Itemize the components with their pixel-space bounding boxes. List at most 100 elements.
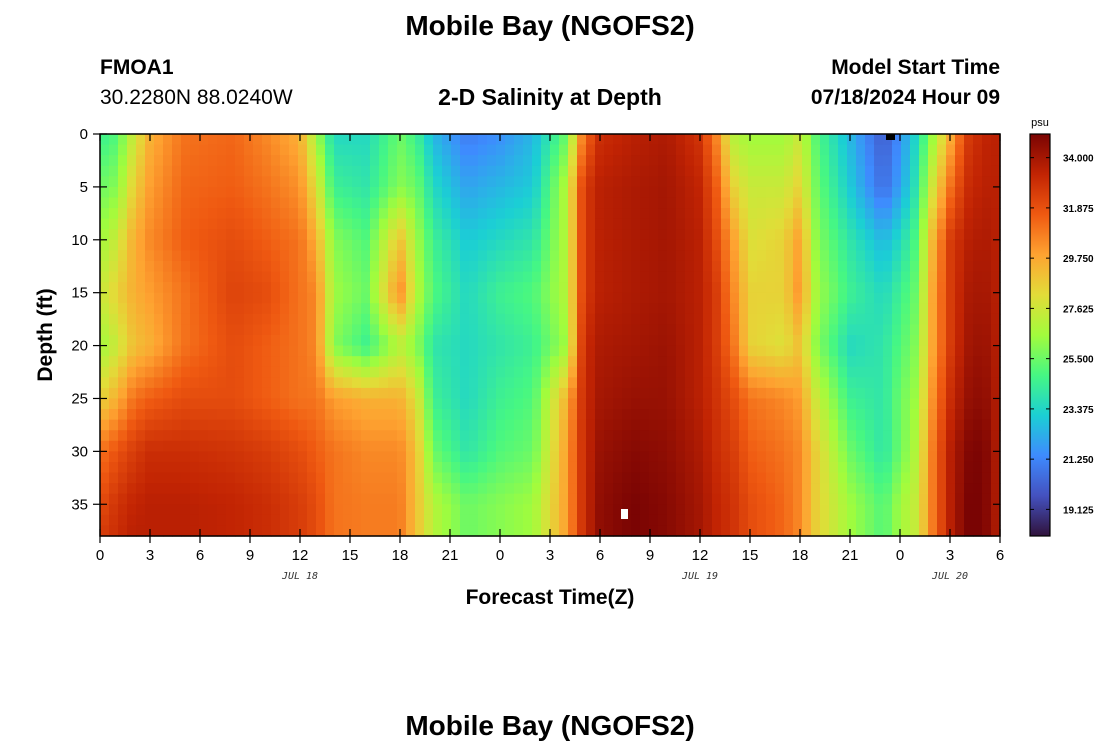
heatmap-cell	[712, 229, 722, 241]
heatmap-cell	[721, 144, 731, 156]
heatmap-cell	[217, 282, 227, 294]
heatmap-cell	[280, 525, 290, 537]
heatmap-cell	[973, 165, 983, 177]
heatmap-cell	[847, 430, 857, 442]
heatmap-cell	[406, 451, 416, 463]
heatmap-cell	[955, 483, 965, 495]
heatmap-cell	[118, 525, 128, 537]
heatmap-cell	[892, 377, 902, 389]
heatmap-cell	[433, 282, 443, 294]
heatmap-cell	[910, 430, 920, 442]
heatmap-cell	[982, 356, 992, 368]
heatmap-cell	[496, 461, 506, 474]
heatmap-cell	[118, 260, 128, 273]
heatmap-cell	[316, 514, 326, 527]
heatmap-cell	[721, 451, 731, 463]
heatmap-cell	[181, 134, 191, 146]
heatmap-cell	[577, 218, 587, 230]
heatmap-cell	[505, 144, 515, 156]
heatmap-cell	[370, 271, 380, 283]
heatmap-cell	[478, 377, 488, 389]
heatmap-cell	[874, 260, 884, 273]
heatmap-cell	[658, 525, 668, 537]
heatmap-cell	[199, 409, 209, 421]
heatmap-cell	[127, 461, 137, 474]
heatmap-cell	[604, 282, 614, 294]
heatmap-cell	[568, 250, 578, 262]
heatmap-cell	[901, 493, 911, 505]
heatmap-cell	[442, 461, 452, 474]
heatmap-cell	[388, 430, 398, 442]
heatmap-cell	[325, 239, 335, 251]
heatmap-cell	[199, 186, 209, 199]
heatmap-cell	[361, 398, 371, 410]
heatmap-cell	[712, 493, 722, 505]
heatmap-cell	[388, 292, 398, 304]
heatmap-cell	[757, 366, 767, 378]
heatmap-cell	[280, 250, 290, 262]
heatmap-cell	[388, 250, 398, 262]
heatmap-cell	[550, 155, 560, 167]
heatmap-cell	[640, 282, 650, 294]
heatmap-cell	[883, 472, 893, 484]
heatmap-cell	[163, 345, 173, 357]
missing-data-marker	[621, 509, 628, 519]
colorbar-tick-label: 25.500	[1063, 355, 1094, 366]
heatmap-cell	[478, 461, 488, 474]
heatmap-cell	[631, 483, 641, 495]
heatmap-cell	[586, 134, 596, 146]
heatmap-cell	[964, 303, 974, 315]
heatmap-cell	[568, 356, 578, 368]
heatmap-cell	[703, 366, 713, 378]
heatmap-cell	[307, 155, 317, 167]
heatmap-cell	[235, 239, 245, 251]
heatmap-cell	[748, 356, 758, 368]
heatmap-cell	[352, 218, 362, 230]
heatmap-cell	[991, 197, 1001, 209]
heatmap-cell	[784, 387, 794, 400]
heatmap-cell	[424, 345, 434, 357]
heatmap-cell	[982, 271, 992, 283]
heatmap-cell	[496, 165, 506, 177]
heatmap-cell	[622, 483, 632, 495]
heatmap-cell	[982, 451, 992, 463]
heatmap-cell	[856, 472, 866, 484]
heatmap-cell	[109, 472, 119, 484]
heatmap-cell	[307, 239, 317, 251]
heatmap-cell	[640, 176, 650, 188]
heatmap-cell	[460, 493, 470, 505]
heatmap-cell	[289, 356, 299, 368]
heatmap-cell	[397, 504, 407, 516]
date-label: JUL 20	[931, 571, 968, 582]
heatmap-cell	[928, 165, 938, 177]
heatmap-cell	[793, 239, 803, 251]
heatmap-cell	[604, 144, 614, 156]
heatmap-cell	[676, 250, 686, 262]
heatmap-cell	[883, 451, 893, 463]
heatmap-cell	[334, 345, 344, 357]
heatmap-cell	[892, 303, 902, 315]
heatmap-cell	[703, 461, 713, 474]
heatmap-cell	[100, 387, 110, 400]
heatmap-cell	[991, 176, 1001, 188]
heatmap-cell	[703, 218, 713, 230]
heatmap-cell	[136, 514, 146, 527]
heatmap-cell	[235, 356, 245, 368]
heatmap-cell	[127, 313, 137, 326]
heatmap-cell	[217, 208, 227, 220]
heatmap-cell	[721, 260, 731, 273]
heatmap-cell	[262, 440, 272, 452]
heatmap-cell	[523, 271, 533, 283]
heatmap-cell	[748, 282, 758, 294]
heatmap-cell	[181, 472, 191, 484]
heatmap-cell	[946, 345, 956, 357]
heatmap-cell	[901, 282, 911, 294]
x-axis-title: Forecast Time(Z)	[466, 586, 635, 609]
heatmap-cell	[856, 313, 866, 326]
heatmap-cell	[370, 250, 380, 262]
heatmap-cell	[550, 483, 560, 495]
heatmap-cell	[748, 409, 758, 421]
heatmap-cell	[460, 525, 470, 537]
heatmap-cell	[667, 493, 677, 505]
heatmap-cell	[982, 144, 992, 156]
